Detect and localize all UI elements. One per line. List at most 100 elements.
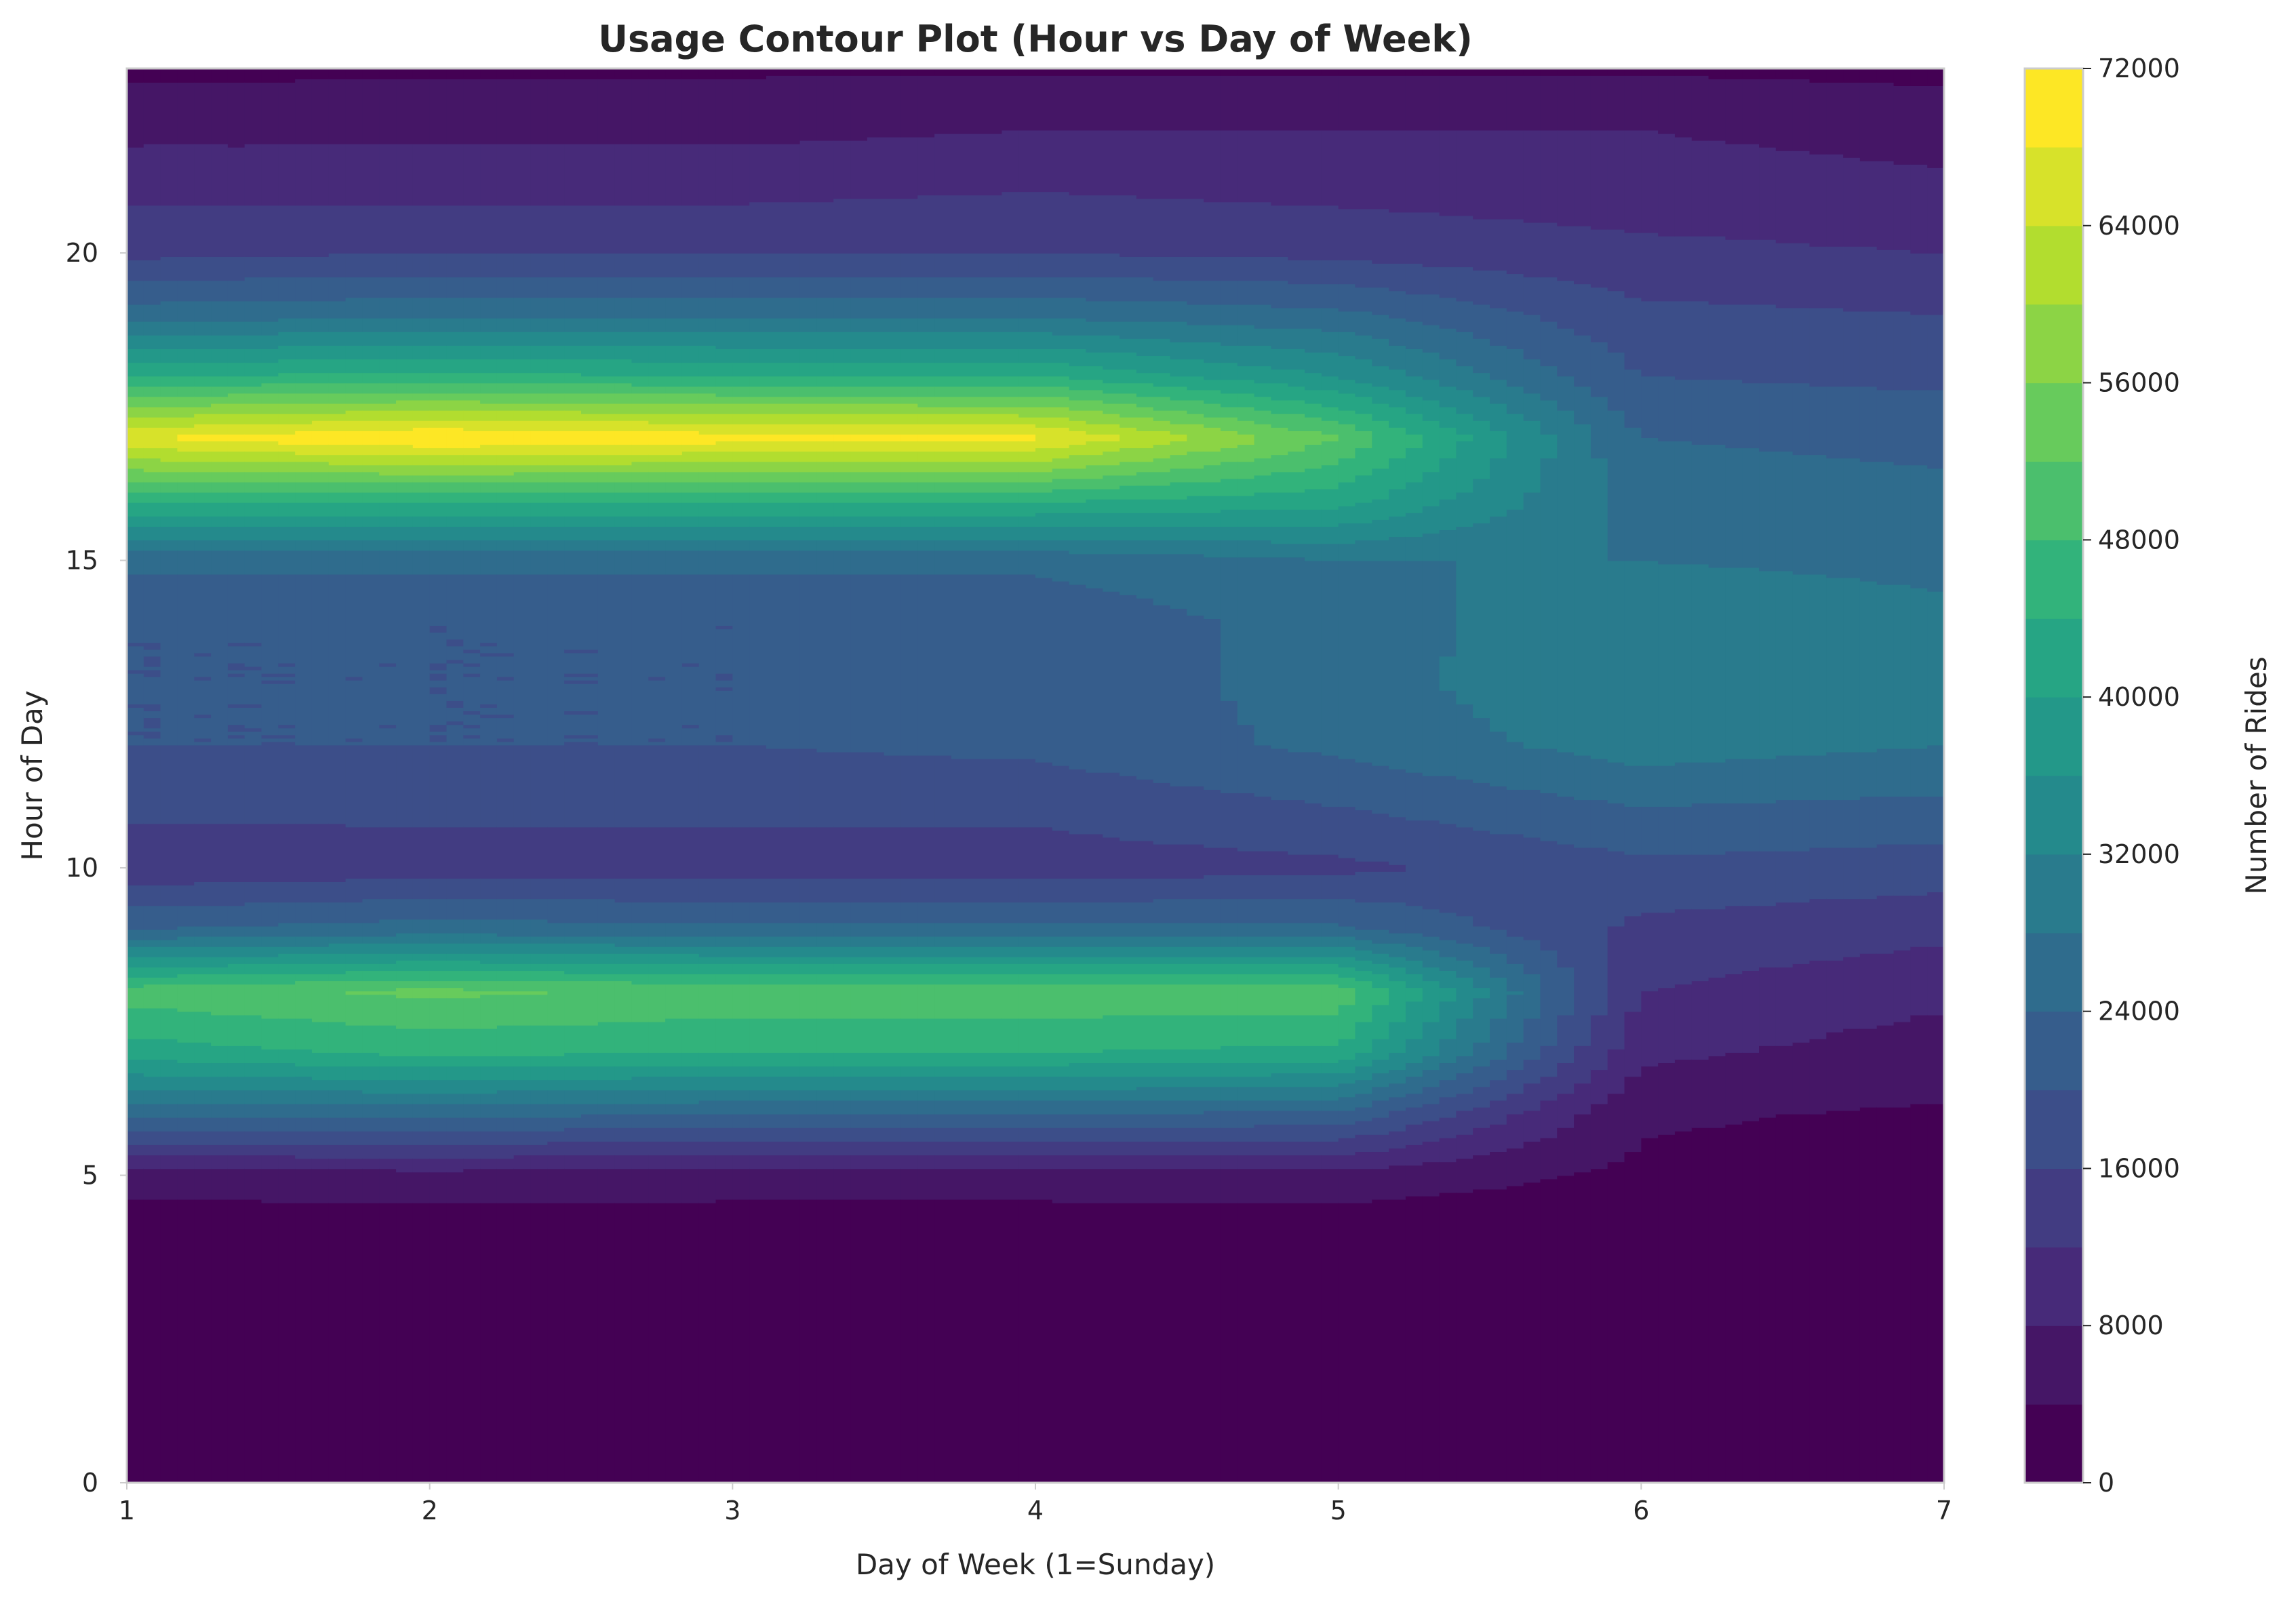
contour-cell — [884, 922, 902, 937]
contour-cell — [412, 744, 431, 828]
contour-cell — [429, 942, 448, 954]
contour-cell — [934, 1168, 952, 1200]
contour-cell — [917, 348, 935, 363]
contour-cell — [1254, 936, 1272, 947]
contour-cell — [884, 362, 902, 377]
contour-cell — [766, 317, 784, 332]
contour-cell — [1574, 1083, 1591, 1115]
contour-cell — [850, 1155, 868, 1170]
contour-cell — [160, 1155, 178, 1170]
contour-cell — [1355, 949, 1373, 961]
contour-cell — [1490, 977, 1507, 1019]
contour-cell — [463, 714, 481, 725]
contour-cell — [934, 434, 952, 442]
contour-cell — [513, 826, 532, 879]
contour-cell — [261, 143, 279, 206]
contour-cell — [328, 1202, 347, 1483]
contour-cell — [1473, 1066, 1490, 1087]
contour-cell — [1170, 898, 1188, 923]
contour-cell — [328, 922, 347, 937]
contour-cell — [783, 277, 801, 298]
contour-cell — [513, 1155, 532, 1170]
contour-cell — [1321, 875, 1339, 900]
contour-cell — [1305, 444, 1322, 469]
contour-cell — [1052, 550, 1070, 582]
contour-cell — [278, 492, 296, 503]
contour-cell — [900, 68, 919, 76]
contour-cell — [177, 1076, 195, 1091]
contour-cell — [681, 376, 700, 387]
contour-cell — [295, 936, 313, 947]
contour-cell — [412, 942, 431, 954]
contour-cell — [1170, 786, 1188, 845]
contour-cell — [1473, 478, 1490, 523]
contour-cell — [513, 1079, 532, 1091]
contour-cell — [732, 984, 750, 1019]
contour-cell — [244, 974, 262, 985]
contour-cell — [1254, 1123, 1272, 1142]
contour-cell — [244, 946, 262, 957]
contour-cell — [665, 1202, 683, 1483]
contour-cell — [412, 919, 431, 934]
contour-cell — [665, 963, 683, 975]
contour-cell — [1826, 246, 1844, 308]
contour-cell — [211, 925, 229, 937]
contour-cell — [1422, 1069, 1440, 1087]
contour-cell — [1271, 748, 1289, 801]
contour-cell — [328, 68, 347, 79]
contour-cell — [278, 331, 296, 346]
y-tick-label: 20 — [66, 238, 98, 268]
contour-cell — [816, 492, 835, 503]
contour-cell — [328, 382, 347, 394]
contour-cell — [867, 963, 885, 975]
contour-cell — [345, 454, 363, 466]
contour-cell — [900, 297, 919, 319]
contour-cell — [1590, 68, 1608, 76]
contour-cell — [143, 704, 161, 712]
contour-cell — [177, 1042, 195, 1064]
contour-cell — [160, 492, 178, 503]
contour-cell — [1473, 420, 1490, 479]
contour-cell — [1557, 1014, 1575, 1064]
contour-cell — [295, 946, 313, 954]
contour-cell — [345, 1144, 363, 1159]
contour-cell — [1338, 1138, 1356, 1156]
contour-cell — [227, 1076, 245, 1091]
contour-cell — [496, 878, 515, 900]
contour-cell — [799, 1199, 818, 1483]
contour-cell — [480, 143, 498, 206]
contour-cell — [127, 502, 144, 517]
colorbar-segment — [2025, 225, 2083, 305]
contour-cell — [614, 1113, 633, 1128]
contour-cell — [1153, 526, 1171, 541]
contour-cell — [631, 526, 650, 541]
contour-cell — [715, 1155, 734, 1170]
contour-cell — [1456, 75, 1473, 131]
contour-cell — [1002, 331, 1019, 349]
contour-cell — [1305, 260, 1322, 285]
contour-cell — [1405, 1001, 1423, 1039]
contour-cell — [648, 79, 666, 144]
contour-cell — [1153, 1113, 1171, 1128]
contour-cell — [1389, 871, 1406, 903]
contour-cell — [1136, 984, 1154, 1016]
contour-cell — [446, 526, 464, 541]
contour-cell — [1271, 974, 1289, 985]
contour-cell — [1759, 803, 1777, 852]
contour-cell — [1422, 471, 1440, 506]
contour-cell — [547, 1090, 565, 1104]
contour-cell — [345, 68, 363, 79]
contour-cell — [328, 1090, 347, 1104]
contour-cell — [1018, 1100, 1036, 1115]
contour-cell — [496, 1056, 515, 1067]
contour-cell — [244, 666, 262, 671]
contour-cell — [1422, 324, 1440, 353]
contour-cell — [513, 359, 532, 374]
contour-cell — [1456, 960, 1473, 978]
contour-cell — [900, 413, 919, 424]
contour-cell — [1456, 826, 1473, 917]
contour-cell — [1170, 68, 1188, 76]
contour-cell — [732, 946, 750, 957]
contour-cell — [1473, 717, 1490, 783]
contour-cell — [211, 441, 229, 452]
